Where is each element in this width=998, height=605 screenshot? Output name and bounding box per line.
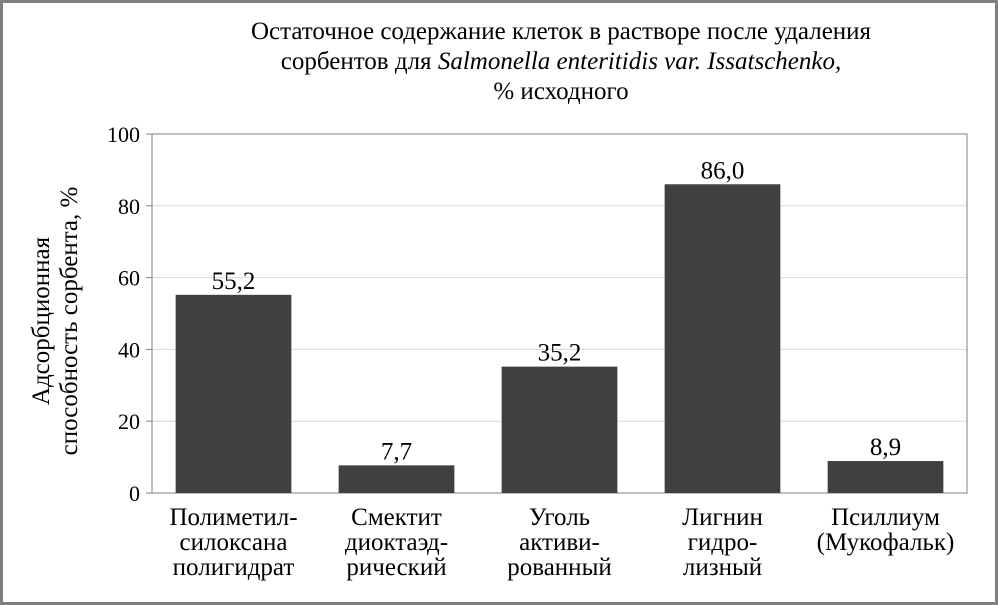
category-label-0-line-2: полигидрат bbox=[173, 554, 295, 581]
category-label-2-line-0: Уголь bbox=[529, 504, 590, 531]
bar-4 bbox=[827, 461, 944, 493]
bar-1 bbox=[338, 465, 455, 493]
chart-title-line-2-part-0: % исходного bbox=[493, 78, 628, 105]
category-label-0-line-0: Полиметил- bbox=[169, 504, 297, 531]
y-tick-label-4: 80 bbox=[118, 194, 140, 219]
category-label-1: Смектит диоктаэд-рический bbox=[345, 504, 448, 581]
category-label-3-line-1: гидро- bbox=[688, 529, 758, 556]
y-tick-label-3: 60 bbox=[118, 266, 140, 291]
category-label-1-line-0: Смектит bbox=[351, 504, 442, 531]
data-label-1: 7,7 bbox=[381, 438, 412, 465]
bar-3 bbox=[664, 184, 781, 493]
data-label-3: 86,0 bbox=[701, 157, 745, 184]
data-label-4: 8,9 bbox=[870, 434, 901, 461]
bar-2 bbox=[501, 366, 618, 493]
data-label-2: 35,2 bbox=[538, 340, 582, 367]
y-axis-label-line-1: способность сорбента, % bbox=[56, 187, 83, 456]
y-tick-label-1: 20 bbox=[118, 409, 140, 434]
category-label-3-line-2: лизный bbox=[683, 554, 762, 581]
bar-0 bbox=[175, 294, 292, 493]
chart-title-line-1-part-0: сорбентов для bbox=[281, 48, 438, 75]
category-label-1-line-1: диоктаэд- bbox=[345, 529, 448, 556]
bar-chart-svg: 0 20 40 60 80 100 55,2 Полиметил-силоксана полиг… bbox=[28, 18, 968, 581]
category-label-2-line-1: активи- bbox=[519, 529, 600, 556]
category-label-3-line-0: Лигнин bbox=[682, 504, 763, 531]
category-label-4: Псиллиум (Мукофальк) bbox=[817, 504, 955, 556]
category-label-0: Полиметил-силоксана полигидрат bbox=[169, 504, 297, 581]
category-label-3: Лигнин гидро-лизный bbox=[682, 504, 763, 581]
y-axis-label-line-0: Адсорбционная bbox=[28, 236, 55, 405]
chart-title-line-1-part-1: Salmonella enteritidis var. Issatschenko… bbox=[438, 48, 841, 75]
chart-title: Остаточное содержание клеток в растворе … bbox=[251, 18, 872, 105]
y-tick-label-2: 40 bbox=[118, 337, 140, 362]
data-label-0: 55,2 bbox=[212, 268, 256, 295]
category-label-0-line-1: силоксана bbox=[180, 529, 288, 556]
category-label-4-line-0: Псиллиум bbox=[831, 504, 940, 531]
category-label-4-line-1: (Мукофальк) bbox=[817, 529, 955, 556]
chart-title-line-0-part-0: Остаточное содержание клеток в растворе … bbox=[251, 18, 872, 45]
y-tick-label-0: 0 bbox=[129, 481, 140, 506]
category-label-1-line-2: рический bbox=[346, 554, 446, 581]
category-label-2-line-2: рованный bbox=[507, 554, 612, 581]
y-tick-label-5: 100 bbox=[107, 122, 140, 147]
y-axis-label: Адсорбционнаяспособность сорбента, % bbox=[28, 187, 83, 456]
category-label-2: Уголь активи-рованный bbox=[507, 504, 612, 581]
